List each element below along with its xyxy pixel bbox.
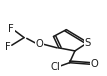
Text: S: S	[85, 38, 91, 48]
Text: Cl: Cl	[51, 62, 61, 72]
Text: F: F	[5, 42, 10, 52]
Text: O: O	[36, 39, 43, 49]
Text: F: F	[8, 24, 14, 34]
Text: O: O	[90, 59, 98, 69]
